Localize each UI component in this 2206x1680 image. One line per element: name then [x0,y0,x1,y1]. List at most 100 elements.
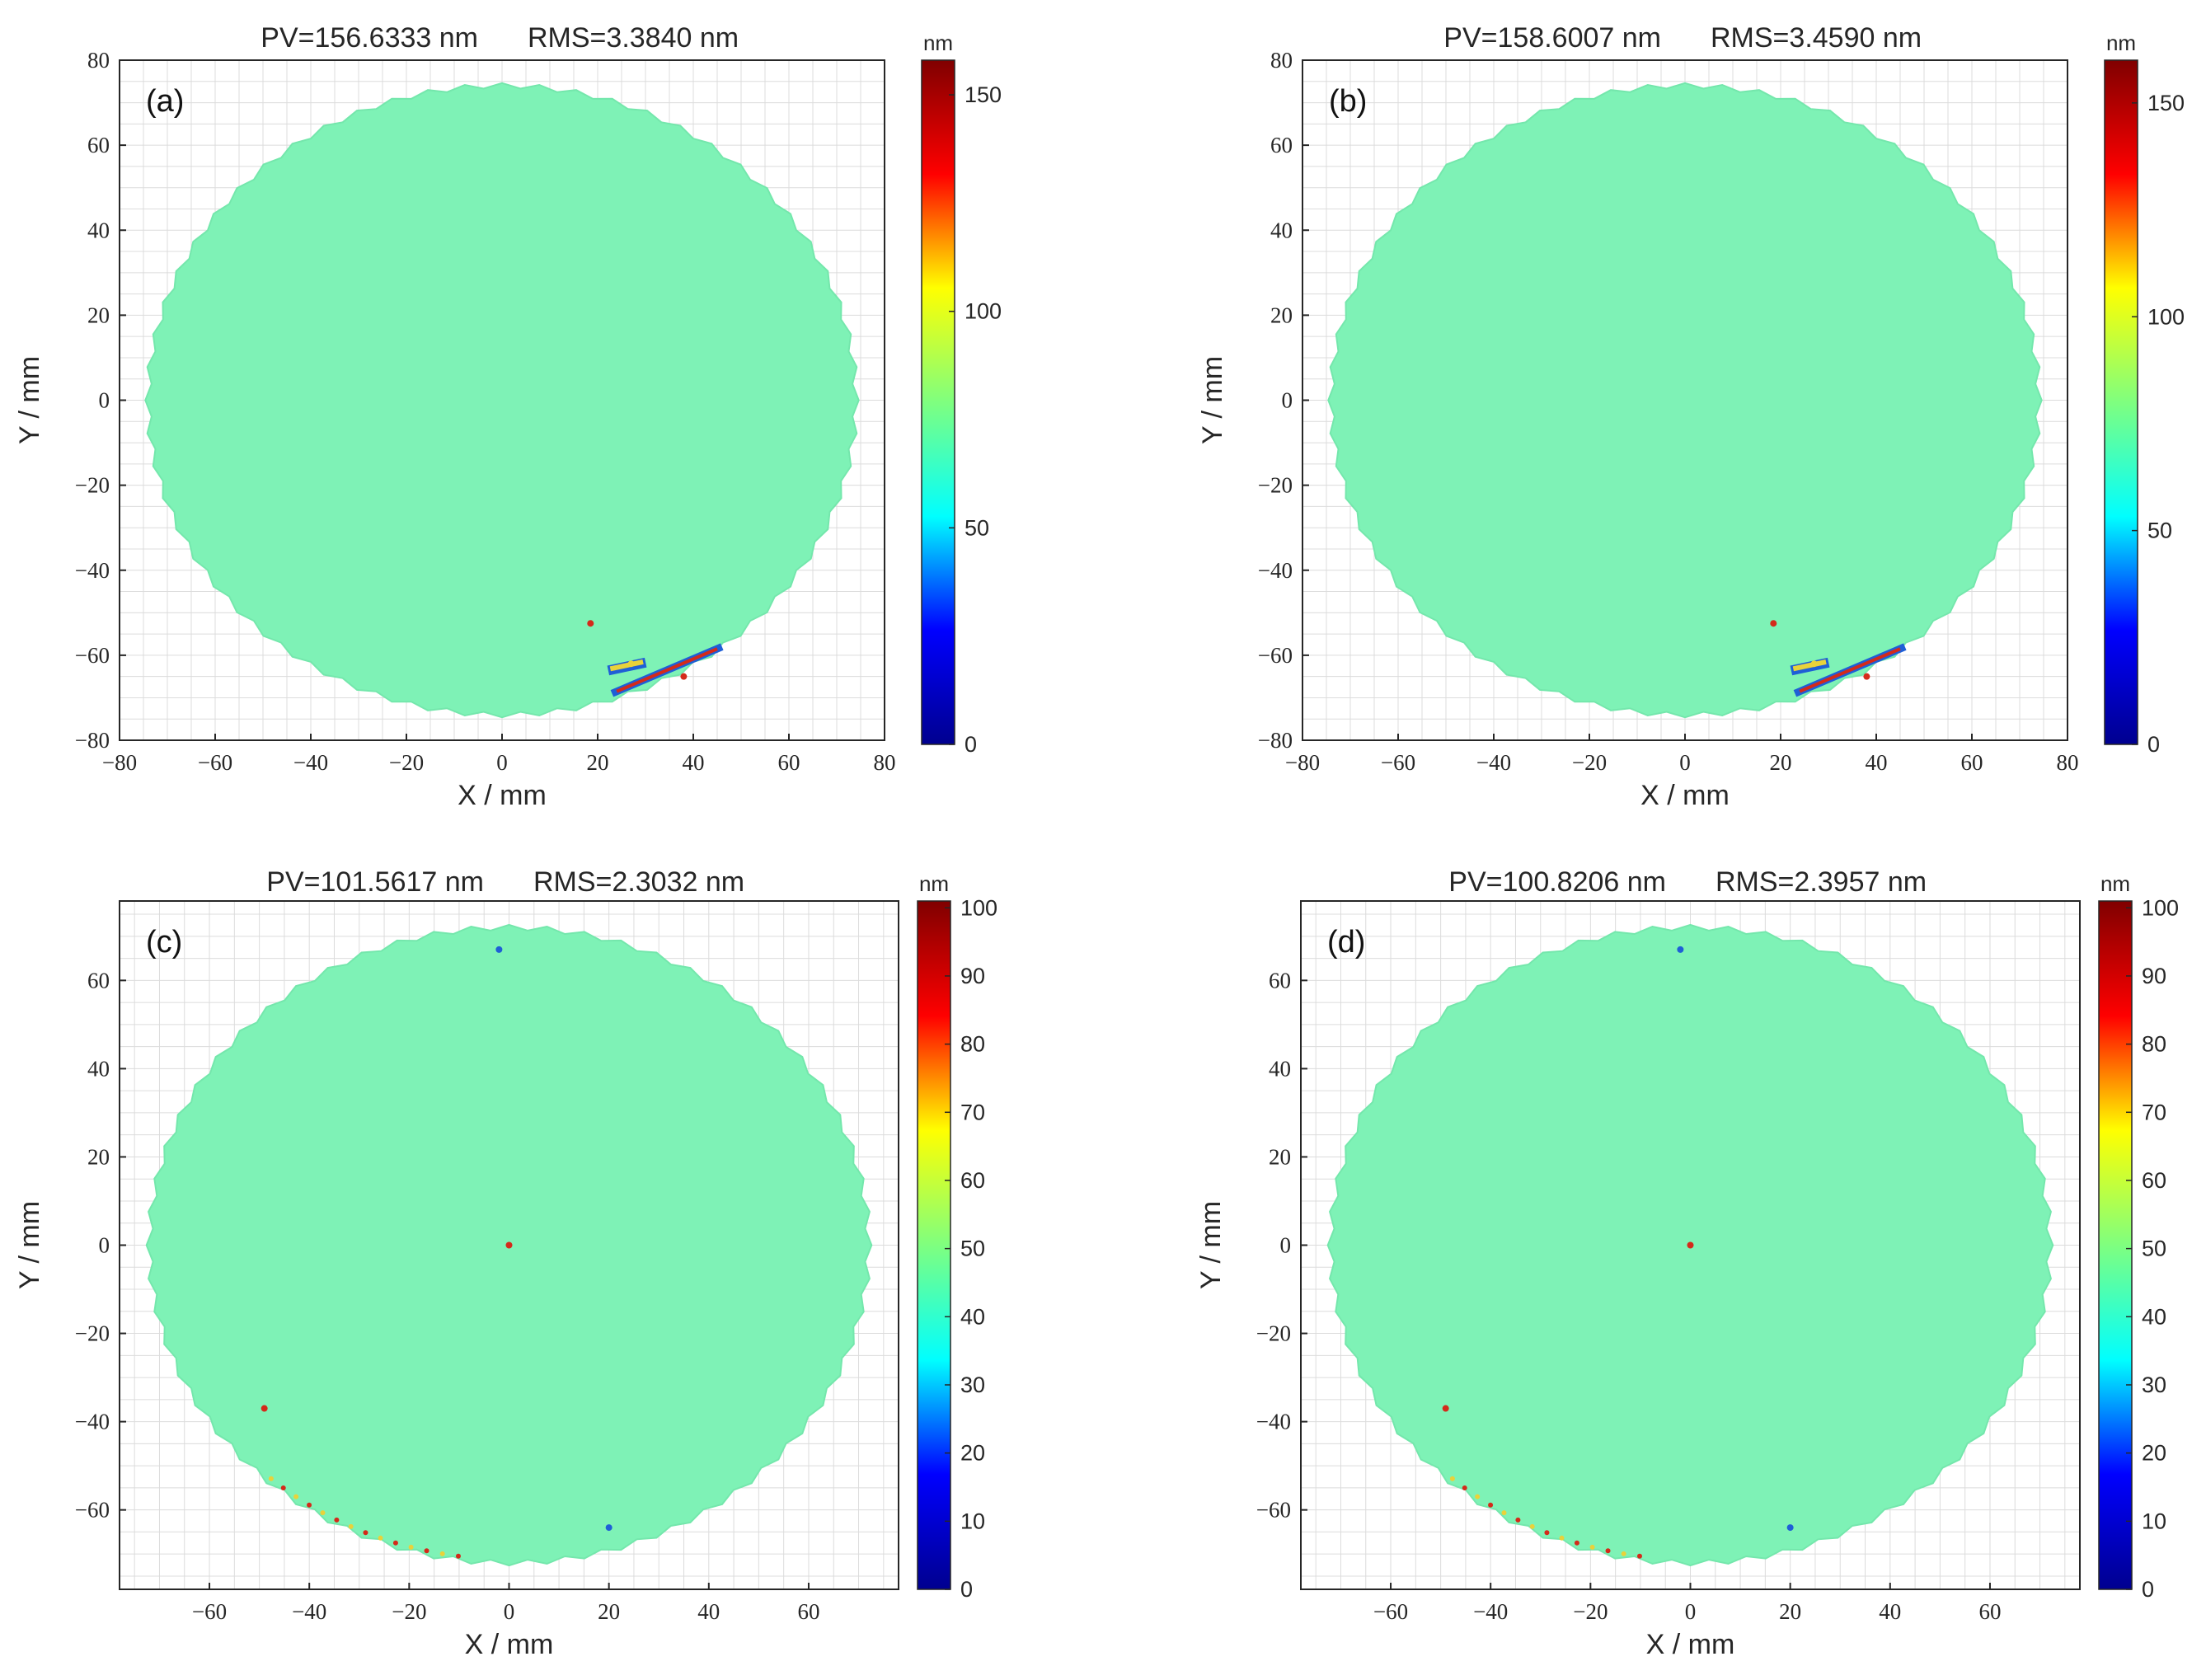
colorbar-tick-label: 20 [2142,1441,2166,1466]
x-axis-label: X / mm [458,780,547,811]
colorbar-tick-label: 60 [2142,1168,2166,1193]
y-tick-label: 0 [1280,1233,1292,1258]
colorbar-tick-label: 0 [965,732,977,757]
y-tick-label: 80 [87,48,110,73]
y-tick-label: −20 [75,1321,110,1346]
defect-edge-point [1559,1535,1565,1541]
defect-edge-point [1544,1530,1550,1536]
title-rms: RMS=2.3032 nm [533,866,744,898]
defect-point [1810,660,1818,668]
x-tick-label: −20 [1572,750,1607,775]
title-pv: PV=101.5617 nm [266,866,484,898]
defect-streak [1792,659,1827,672]
y-tick-label: 20 [1270,303,1293,327]
y-tick-label: −60 [75,643,110,668]
colorbar-unit: nm [2100,871,2130,896]
y-tick-label: 60 [1269,968,1291,993]
y-tick-label: −80 [1258,728,1293,753]
defect-edge-point [293,1494,299,1499]
x-tick-label: −80 [102,750,137,775]
x-tick-label: −40 [1473,1599,1508,1624]
y-tick-label: 60 [87,968,110,993]
y-tick-label: 40 [87,1056,110,1081]
panel-label: (c) [146,925,182,960]
defect-point [605,1524,613,1532]
x-tick-label: 60 [1978,1599,2001,1624]
colorbar-tick-label: 90 [2142,964,2166,988]
defect-edge-point [424,1548,429,1554]
defect-edge-point [1488,1502,1494,1508]
panel-label: (d) [1327,925,1365,960]
defect-edge-point [280,1485,286,1490]
defect-edge-point [392,1540,398,1546]
colorbar-tick-label: 50 [960,1237,985,1261]
colorbar [921,59,955,745]
defect-edge-point [320,1510,326,1516]
colorbar-tick-label: 40 [960,1304,985,1329]
defect-edge-point [1462,1485,1467,1490]
surface-map [1327,82,2043,719]
colorbar-tick-label: 30 [2142,1373,2166,1397]
defect-point [1442,1405,1449,1412]
defect-edge-point [1589,1544,1595,1550]
x-tick-label: 0 [1685,1599,1697,1624]
title-pv: PV=156.6333 nm [260,22,478,54]
colorbar [2104,59,2138,745]
defect-edge-point [455,1553,461,1559]
defect-point [495,946,503,953]
y-tick-label: 0 [99,388,110,413]
y-tick-label: −60 [1256,1498,1291,1523]
x-tick-label: 40 [697,1599,720,1624]
colorbar-tick-label: 100 [965,299,1002,324]
y-tick-label: −40 [75,1410,110,1434]
x-tick-label: −40 [293,750,328,775]
colorbar-unit: nm [919,871,949,896]
y-tick-label: −40 [1256,1410,1291,1434]
colorbar-tick-label: 60 [960,1168,985,1193]
panel-d: −60 −40 −20 0 20 40 60 60 40 20 0 −20 −40 −60 X / mm Y … [1195,866,2179,1660]
colorbar-tick-label: 10 [2142,1509,2166,1533]
x-tick-label: 20 [1770,750,1792,775]
y-tick-label: 20 [1269,1144,1291,1169]
defect-point [1687,1241,1694,1249]
defect-point [1786,1524,1794,1532]
defect-point [627,660,635,668]
panel-label: (b) [1329,84,1367,119]
colorbar-tick-label: 80 [960,1032,985,1057]
y-axis-label: Y / mm [14,356,45,444]
colorbar-tick-label: 50 [2147,519,2172,543]
x-tick-label: −60 [198,750,232,775]
colorbar-tick-label: 50 [2142,1237,2166,1261]
x-tick-label: 0 [504,1599,515,1624]
x-tick-label: 40 [1866,750,1888,775]
y-tick-label: −20 [75,473,110,498]
y-tick-label: −20 [1256,1321,1291,1346]
y-tick-label: −60 [1258,643,1293,668]
y-tick-label: −80 [75,728,110,753]
defect-edge-point [363,1530,368,1536]
panel-b: −80 −60 −40 −20 0 20 40 60 80 80 60 40 20 0 −20 −40 −60 −… [1197,22,2185,811]
x-tick-label: −60 [1381,750,1415,775]
defect-edge-point [334,1517,340,1523]
colorbar-tick-label: 10 [960,1509,985,1533]
defect-point [260,1405,268,1412]
x-tick-label: 80 [2057,750,2079,775]
colorbar-tick-label: 0 [2142,1577,2154,1602]
y-tick-label: 20 [87,303,110,327]
defect-edge-point [378,1535,383,1541]
colorbar-tick-label: 80 [2142,1032,2166,1057]
defect-edge-point [1636,1553,1642,1559]
colorbar-tick-label: 0 [2147,732,2160,757]
colorbar-tick-label: 40 [2142,1304,2166,1329]
defect-streak [1799,647,1901,693]
y-tick-label: 20 [87,1144,110,1169]
colorbar-tick-label: 0 [960,1577,973,1602]
panel-label: (a) [146,84,184,119]
defect-edge-point [1605,1548,1611,1554]
x-tick-label: 60 [1961,750,1983,775]
x-tick-label: −40 [1476,750,1511,775]
colorbar-tick-label: 30 [960,1373,985,1397]
title-rms: RMS=3.3840 nm [528,22,739,54]
title-pv: PV=158.6007 nm [1443,22,1661,54]
